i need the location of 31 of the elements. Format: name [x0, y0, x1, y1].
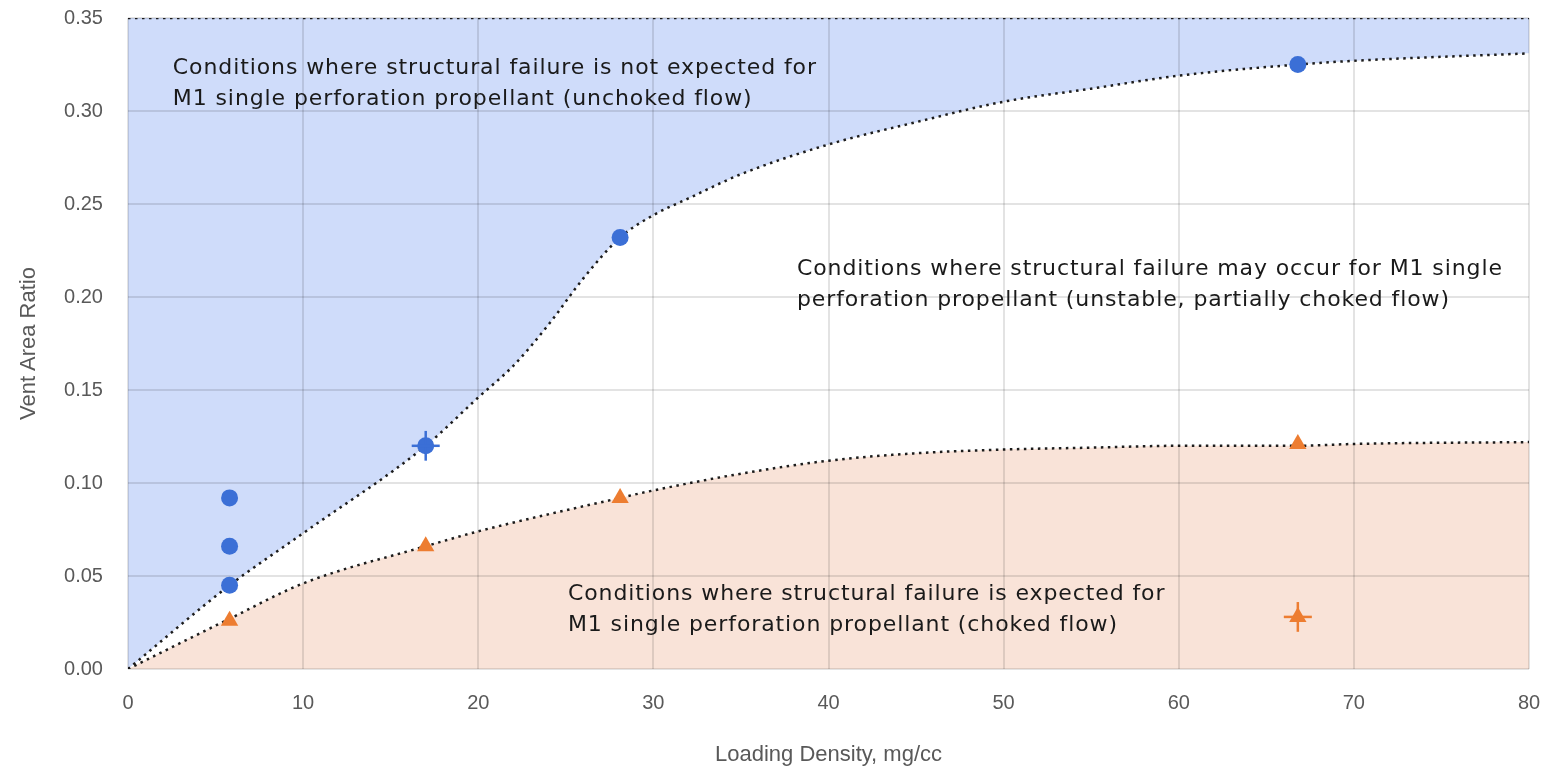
- x-tick-label: 80: [1517, 690, 1541, 713]
- x-tick-label: 20: [467, 690, 490, 713]
- point: [611, 487, 629, 503]
- point: [220, 610, 239, 626]
- annotation: Conditions where structural failure is not expected for M1 single perforation propellant (unchoked flow): [172, 53, 817, 110]
- x-tick-label: 60: [1167, 690, 1190, 713]
- point: [1289, 433, 1307, 449]
- x-tick-label: 0: [122, 690, 134, 713]
- y-tick-label: 0.00: [64, 656, 103, 679]
- y-tick-label: 0.05: [64, 563, 103, 586]
- y-axis-title: Vent Area Ratio: [15, 267, 41, 420]
- y-tick-label: 0.15: [64, 377, 103, 400]
- point: [1289, 56, 1307, 73]
- annotation: Conditions where structural failure is expected for M1 single perforation propellant (choked flow): [567, 579, 1166, 636]
- x-tick-label: 10: [292, 690, 315, 713]
- x-tick-label: 30: [642, 690, 665, 713]
- point: [221, 576, 239, 594]
- y-tick-label: 0.20: [64, 284, 103, 307]
- point: [221, 489, 239, 507]
- y-tick-label: 0.25: [64, 191, 103, 214]
- point: [221, 537, 239, 555]
- y-tick-label: 0.35: [64, 5, 103, 28]
- point: [611, 228, 629, 246]
- x-tick-label: 40: [817, 690, 840, 713]
- x-axis-title: Loading Density, mg/cc: [714, 740, 943, 766]
- y-tick-label: 0.30: [64, 98, 103, 121]
- annotation: Conditions where structural failure may occur for M1 single perforation propellant (unstable, partially choked flow): [796, 255, 1503, 311]
- x-tick-label: 70: [1342, 690, 1365, 713]
- x-tick-label: 50: [992, 690, 1015, 713]
- point: [417, 536, 435, 552]
- y-tick-label: 0.10: [64, 470, 103, 493]
